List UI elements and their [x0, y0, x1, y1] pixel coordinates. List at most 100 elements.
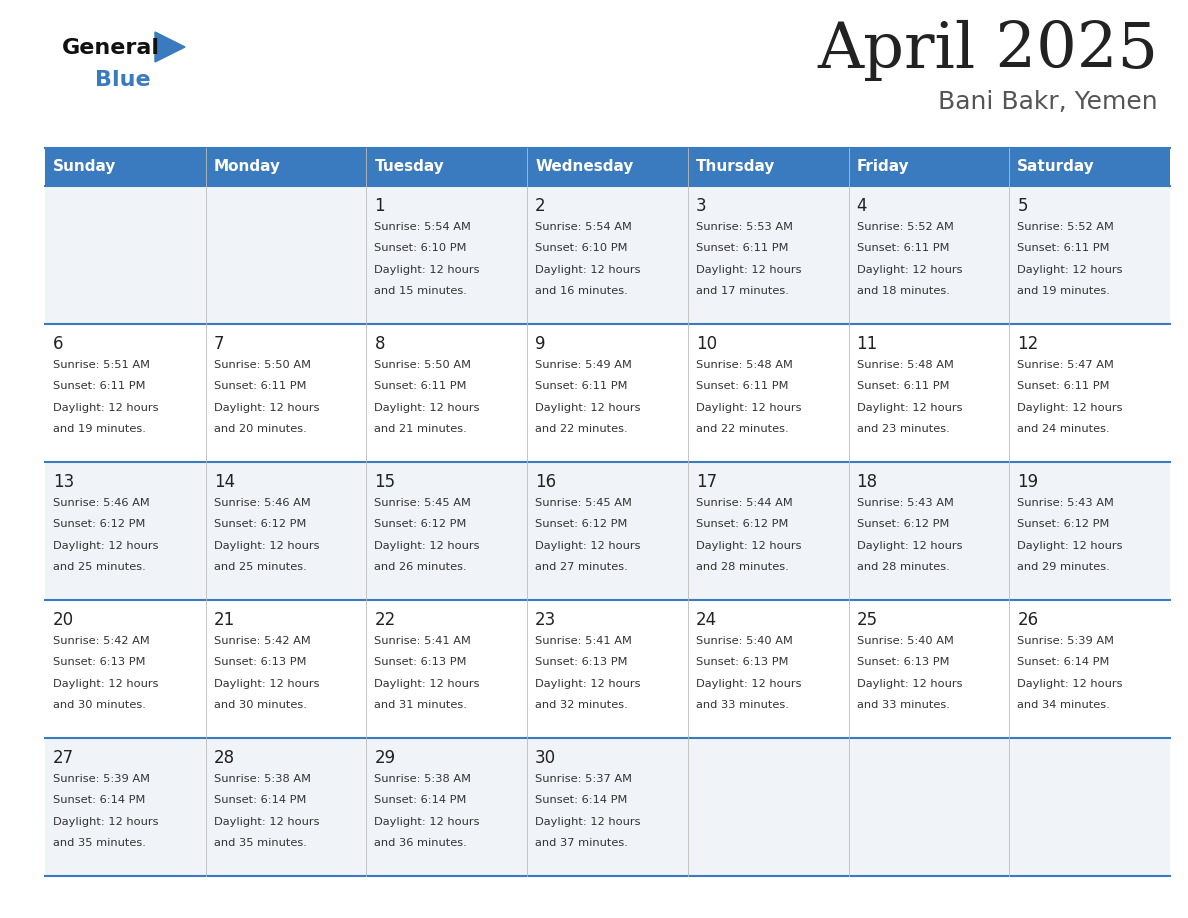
- Text: 26: 26: [1017, 611, 1038, 629]
- Text: Daylight: 12 hours: Daylight: 12 hours: [214, 541, 320, 551]
- Text: Sunset: 6:12 PM: Sunset: 6:12 PM: [53, 520, 145, 530]
- Text: and 19 minutes.: and 19 minutes.: [53, 424, 146, 434]
- Text: Daylight: 12 hours: Daylight: 12 hours: [1017, 264, 1123, 274]
- Text: Sunset: 6:11 PM: Sunset: 6:11 PM: [53, 381, 146, 391]
- Text: Sunrise: 5:41 AM: Sunrise: 5:41 AM: [374, 636, 472, 646]
- Bar: [848, 148, 1010, 186]
- Text: Sunset: 6:11 PM: Sunset: 6:11 PM: [1017, 381, 1110, 391]
- Bar: [366, 738, 527, 876]
- Text: Sunrise: 5:39 AM: Sunrise: 5:39 AM: [1017, 636, 1114, 646]
- Text: 23: 23: [535, 611, 556, 629]
- Text: and 27 minutes.: and 27 minutes.: [535, 562, 628, 572]
- Text: 30: 30: [535, 749, 556, 767]
- Text: Daylight: 12 hours: Daylight: 12 hours: [53, 403, 158, 413]
- Text: and 30 minutes.: and 30 minutes.: [214, 700, 307, 710]
- Text: Sunset: 6:13 PM: Sunset: 6:13 PM: [374, 657, 467, 667]
- Text: 10: 10: [696, 335, 718, 353]
- Bar: [688, 738, 848, 876]
- Bar: [688, 462, 848, 600]
- Text: Daylight: 12 hours: Daylight: 12 hours: [857, 403, 962, 413]
- Text: Sunset: 6:11 PM: Sunset: 6:11 PM: [696, 243, 789, 253]
- Text: Daylight: 12 hours: Daylight: 12 hours: [214, 403, 320, 413]
- Bar: [527, 148, 688, 186]
- Bar: [366, 600, 527, 738]
- Text: 15: 15: [374, 473, 396, 491]
- Text: Sunset: 6:11 PM: Sunset: 6:11 PM: [1017, 243, 1110, 253]
- Text: and 35 minutes.: and 35 minutes.: [214, 838, 307, 848]
- Text: Wednesday: Wednesday: [535, 160, 633, 174]
- Bar: [688, 148, 848, 186]
- Text: Sunrise: 5:40 AM: Sunrise: 5:40 AM: [857, 636, 954, 646]
- Bar: [45, 148, 206, 186]
- Text: and 34 minutes.: and 34 minutes.: [1017, 700, 1110, 710]
- Bar: [688, 600, 848, 738]
- Text: Daylight: 12 hours: Daylight: 12 hours: [857, 678, 962, 688]
- Text: Daylight: 12 hours: Daylight: 12 hours: [696, 678, 802, 688]
- Bar: [527, 186, 688, 324]
- Bar: [366, 148, 527, 186]
- Text: Sunset: 6:11 PM: Sunset: 6:11 PM: [857, 243, 949, 253]
- Text: 7: 7: [214, 335, 225, 353]
- Polygon shape: [154, 32, 185, 62]
- Text: Saturday: Saturday: [1017, 160, 1095, 174]
- Text: Sunset: 6:12 PM: Sunset: 6:12 PM: [696, 520, 789, 530]
- Text: Daylight: 12 hours: Daylight: 12 hours: [214, 678, 320, 688]
- Text: Daylight: 12 hours: Daylight: 12 hours: [857, 541, 962, 551]
- Text: 16: 16: [535, 473, 556, 491]
- Bar: [206, 600, 366, 738]
- Text: Bani Bakr, Yemen: Bani Bakr, Yemen: [939, 90, 1158, 114]
- Bar: [688, 324, 848, 462]
- Text: and 30 minutes.: and 30 minutes.: [53, 700, 146, 710]
- Text: Daylight: 12 hours: Daylight: 12 hours: [535, 817, 640, 827]
- Text: Sunset: 6:12 PM: Sunset: 6:12 PM: [1017, 520, 1110, 530]
- Bar: [45, 462, 206, 600]
- Bar: [527, 462, 688, 600]
- Text: 13: 13: [53, 473, 75, 491]
- Text: Daylight: 12 hours: Daylight: 12 hours: [53, 678, 158, 688]
- Text: Sunset: 6:12 PM: Sunset: 6:12 PM: [535, 520, 627, 530]
- Text: Sunset: 6:13 PM: Sunset: 6:13 PM: [535, 657, 627, 667]
- Text: Sunset: 6:11 PM: Sunset: 6:11 PM: [857, 381, 949, 391]
- Text: Sunset: 6:14 PM: Sunset: 6:14 PM: [535, 795, 627, 805]
- Text: 14: 14: [214, 473, 235, 491]
- Bar: [206, 462, 366, 600]
- Text: Thursday: Thursday: [696, 160, 776, 174]
- Text: Sunset: 6:13 PM: Sunset: 6:13 PM: [214, 657, 307, 667]
- Bar: [366, 462, 527, 600]
- Text: and 22 minutes.: and 22 minutes.: [535, 424, 627, 434]
- Text: and 26 minutes.: and 26 minutes.: [374, 562, 467, 572]
- Bar: [45, 600, 206, 738]
- Text: Sunrise: 5:38 AM: Sunrise: 5:38 AM: [374, 774, 472, 784]
- Text: and 29 minutes.: and 29 minutes.: [1017, 562, 1110, 572]
- Bar: [1010, 324, 1170, 462]
- Text: and 18 minutes.: and 18 minutes.: [857, 286, 949, 296]
- Text: Sunday: Sunday: [53, 160, 116, 174]
- Text: and 28 minutes.: and 28 minutes.: [857, 562, 949, 572]
- Text: Daylight: 12 hours: Daylight: 12 hours: [374, 264, 480, 274]
- Text: Sunset: 6:11 PM: Sunset: 6:11 PM: [696, 381, 789, 391]
- Text: and 36 minutes.: and 36 minutes.: [374, 838, 467, 848]
- Text: and 32 minutes.: and 32 minutes.: [535, 700, 628, 710]
- Text: Daylight: 12 hours: Daylight: 12 hours: [696, 541, 802, 551]
- Text: Sunrise: 5:50 AM: Sunrise: 5:50 AM: [214, 360, 311, 370]
- Bar: [1010, 738, 1170, 876]
- Text: Sunrise: 5:40 AM: Sunrise: 5:40 AM: [696, 636, 792, 646]
- Text: Friday: Friday: [857, 160, 909, 174]
- Text: Sunrise: 5:49 AM: Sunrise: 5:49 AM: [535, 360, 632, 370]
- Text: Daylight: 12 hours: Daylight: 12 hours: [214, 817, 320, 827]
- Bar: [206, 738, 366, 876]
- Text: and 21 minutes.: and 21 minutes.: [374, 424, 467, 434]
- Text: Daylight: 12 hours: Daylight: 12 hours: [1017, 541, 1123, 551]
- Text: 9: 9: [535, 335, 545, 353]
- Text: 17: 17: [696, 473, 718, 491]
- Text: and 28 minutes.: and 28 minutes.: [696, 562, 789, 572]
- Text: 25: 25: [857, 611, 878, 629]
- Text: and 25 minutes.: and 25 minutes.: [214, 562, 307, 572]
- Bar: [527, 324, 688, 462]
- Text: Sunrise: 5:45 AM: Sunrise: 5:45 AM: [374, 498, 472, 508]
- Text: 28: 28: [214, 749, 235, 767]
- Text: Sunset: 6:13 PM: Sunset: 6:13 PM: [696, 657, 789, 667]
- Bar: [527, 600, 688, 738]
- Text: Sunset: 6:14 PM: Sunset: 6:14 PM: [374, 795, 467, 805]
- Text: Sunset: 6:12 PM: Sunset: 6:12 PM: [857, 520, 949, 530]
